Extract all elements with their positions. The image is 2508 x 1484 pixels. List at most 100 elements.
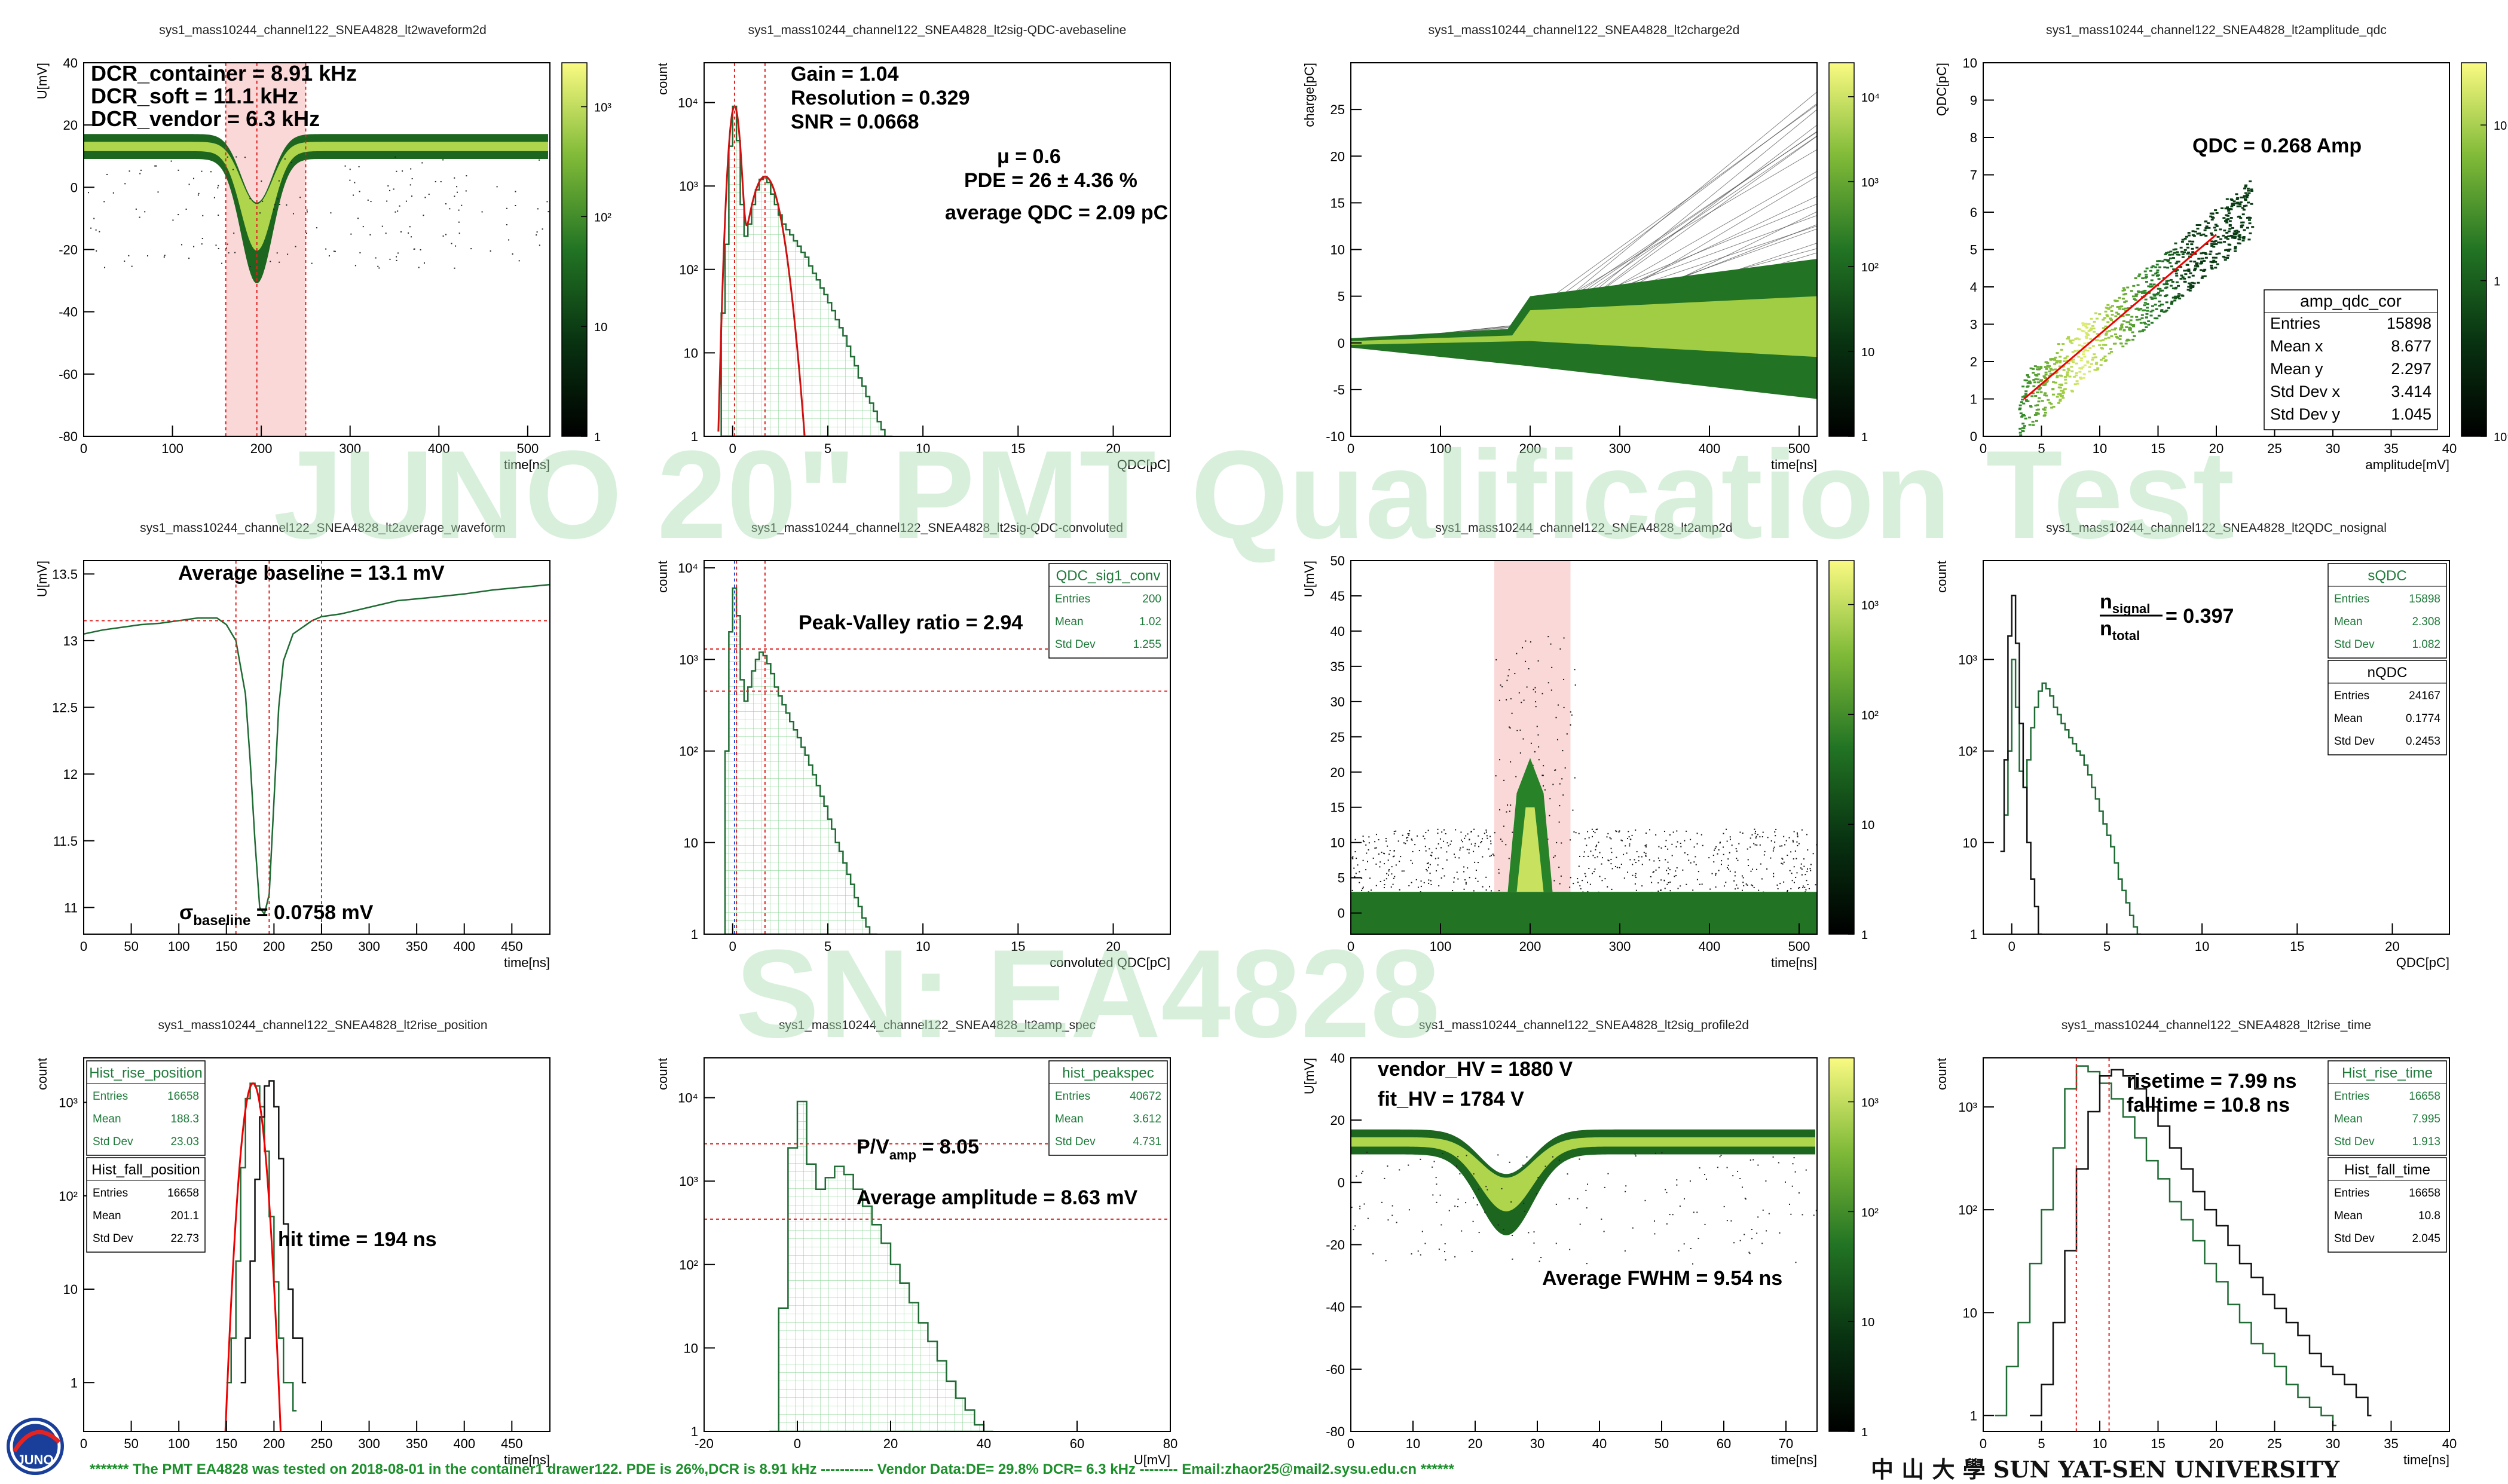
x-tick-label: 40	[1592, 1436, 1607, 1451]
amp-point	[1448, 845, 1449, 846]
noise-point	[1739, 1178, 1741, 1179]
stats-title: Hist_rise_time	[2342, 1065, 2433, 1081]
noise-point	[369, 234, 371, 235]
qdc-amp-point	[2029, 383, 2032, 384]
noise-point	[287, 253, 288, 255]
qdc-amp-point	[2044, 392, 2047, 394]
y-tick-label: 10²	[59, 1189, 78, 1204]
amp-point	[1686, 884, 1687, 885]
amp-point	[1429, 848, 1430, 849]
stats-key: Mean y	[2270, 360, 2323, 378]
amp-point	[1595, 849, 1596, 850]
amp-point	[1641, 856, 1643, 858]
amp-point	[1760, 844, 1761, 846]
noise-point	[215, 244, 216, 246]
qdc-amp-point	[2228, 249, 2231, 250]
y-tick-label: 12	[63, 767, 78, 782]
qdc-amp-point	[2238, 238, 2241, 240]
qdc-amp-point	[2022, 403, 2025, 405]
y-tick-label: 40	[1331, 624, 1345, 639]
amp-point	[1645, 845, 1646, 846]
amp-point	[1437, 829, 1439, 830]
amp-point	[1656, 870, 1657, 871]
amp-point	[1357, 864, 1358, 865]
amp-point	[1509, 810, 1510, 812]
qdc-amp-point	[2188, 234, 2191, 236]
qdc-amp-point	[2048, 371, 2051, 372]
amp-point	[1430, 855, 1432, 856]
qdc-amp-point	[2158, 267, 2161, 268]
noise-point	[350, 234, 351, 235]
qdc-amp-point	[2096, 367, 2099, 369]
amp-point	[1798, 888, 1799, 889]
noise-point	[539, 160, 540, 161]
amp-point	[1388, 869, 1390, 870]
qdc-amp-point	[2030, 368, 2033, 369]
qdc-amp-point	[2120, 305, 2123, 307]
qdc-amp-point	[2193, 282, 2196, 284]
amp-point	[1669, 869, 1671, 870]
qdc-amp-point	[2145, 326, 2148, 328]
amp-point	[1387, 846, 1388, 847]
qdc-amp-point	[2074, 350, 2077, 352]
noise-point	[214, 197, 215, 198]
amp-point	[1637, 851, 1638, 852]
qdc-amp-point	[2160, 304, 2163, 305]
noise-point	[1354, 1225, 1356, 1226]
y-tick-label: 20	[1331, 765, 1345, 780]
noise-point	[1763, 1210, 1764, 1211]
noise-point	[1625, 1250, 1626, 1252]
qdc-amp-point	[2163, 267, 2166, 268]
x-tick-label: 0	[2008, 939, 2015, 954]
noise-point	[1457, 1206, 1458, 1207]
y-tick-label: 10³	[679, 1174, 698, 1189]
qdc-amp-point	[2063, 360, 2066, 362]
amp-point	[1391, 886, 1392, 888]
noise-point	[1385, 1260, 1387, 1261]
amp-point	[1693, 861, 1695, 862]
y-tick-label: 15	[1331, 800, 1345, 815]
amp-point	[1747, 885, 1748, 886]
y-tick-label: 45	[1331, 589, 1345, 604]
amp-point	[1754, 829, 1755, 830]
qdc-amp-point	[2137, 309, 2140, 311]
noise-point	[394, 212, 396, 213]
noise-point	[1449, 1210, 1450, 1211]
amp-point	[1463, 847, 1464, 848]
qdc-amp-point	[2088, 371, 2091, 372]
qdc-amp-point	[2161, 261, 2164, 262]
noise-point	[1750, 1253, 1751, 1254]
amp-point	[1803, 858, 1804, 859]
amp-point	[1655, 834, 1656, 836]
y-tick-label: 10	[1963, 1305, 1977, 1320]
qdc-amp-point	[2188, 283, 2191, 284]
noise-point	[295, 246, 296, 247]
qdc-amp-point	[2172, 257, 2175, 259]
colorbar-tick-label: 10	[1861, 1316, 1874, 1329]
noise-point	[279, 262, 280, 263]
qdc-amp-point	[2038, 400, 2041, 402]
qdc-amp-point	[2228, 228, 2231, 230]
qdc-amp-point	[2226, 206, 2229, 208]
amp-point	[1534, 687, 1536, 689]
noise-point	[249, 198, 250, 199]
amp-point	[1544, 790, 1546, 791]
y-tick-label: 4	[1970, 280, 1977, 295]
x-tick-label: 0	[1980, 1436, 1987, 1451]
qdc-amp-point	[2028, 381, 2031, 383]
amp-point	[1588, 868, 1589, 869]
amp-point	[1588, 856, 1589, 857]
qdc-amp-point	[2085, 327, 2088, 329]
amp-point	[1542, 693, 1543, 694]
qdc-amp-point	[2166, 294, 2168, 296]
qdc-amp-point	[2075, 375, 2078, 377]
noise-point	[1387, 1219, 1388, 1220]
qdc-amp-point	[2194, 231, 2197, 232]
colorbar-tick-label: 10	[594, 321, 607, 334]
amp-point	[1807, 884, 1809, 885]
noise-point	[1392, 1205, 1393, 1207]
qdc-amp-point	[2225, 249, 2228, 251]
noise-point	[1487, 1189, 1488, 1191]
qdc-amp-point	[2210, 265, 2213, 267]
amp-point	[1577, 878, 1578, 879]
